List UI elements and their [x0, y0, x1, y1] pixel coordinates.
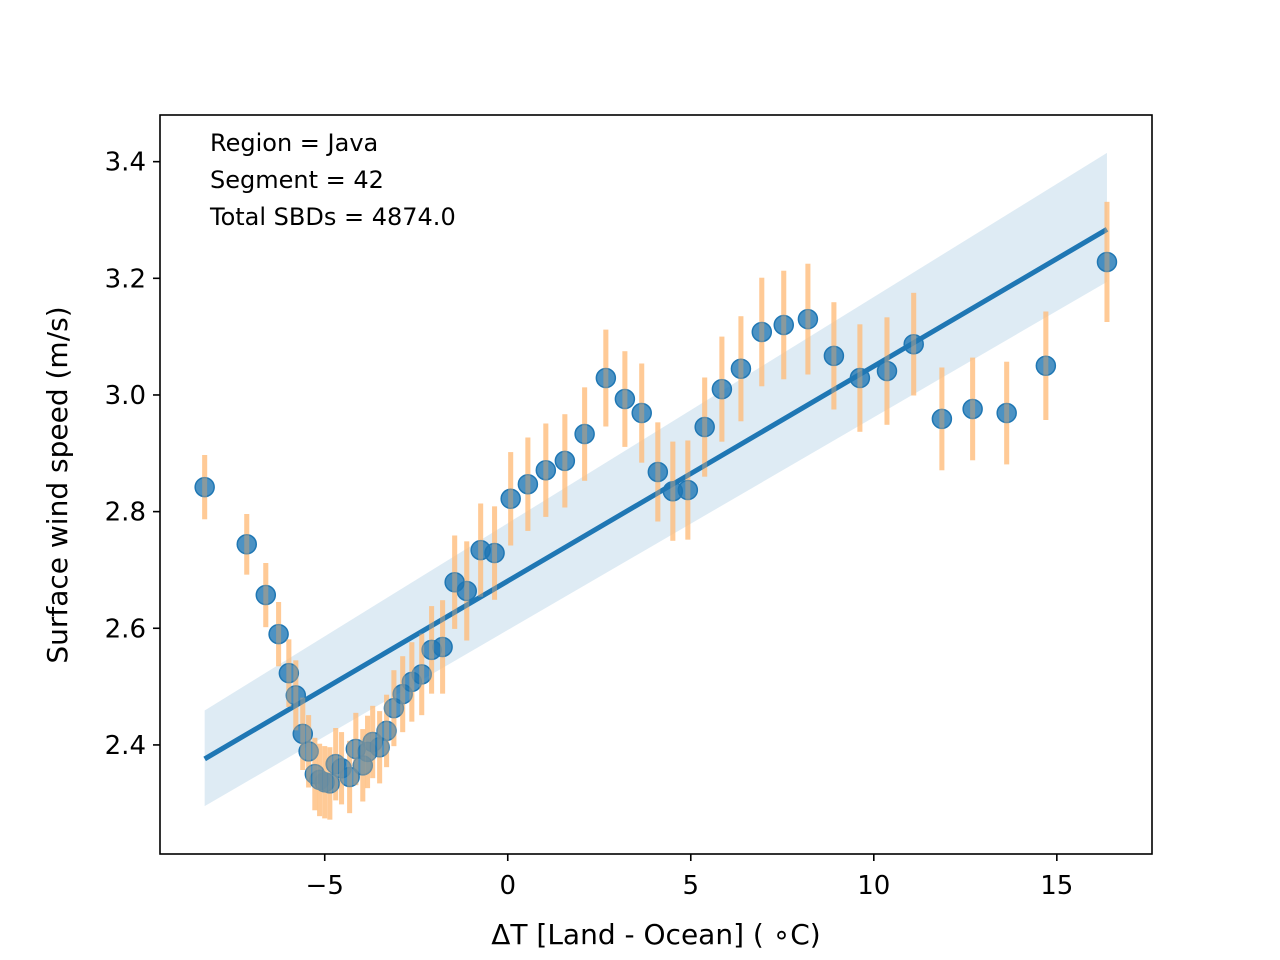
- data-point: [823, 345, 845, 367]
- data-point: [694, 416, 715, 438]
- x-axis-ticks: −5 0 5 10 15: [306, 854, 1073, 901]
- x-tick-label: 10: [857, 871, 890, 901]
- x-tick-label: 5: [683, 871, 700, 901]
- data-point: [298, 741, 319, 762]
- x-tick-label: 15: [1040, 871, 1073, 901]
- data-point: [711, 378, 733, 400]
- data-point: [797, 308, 819, 330]
- y-tick-label: 3.2: [105, 264, 146, 294]
- data-point: [876, 360, 898, 382]
- data-point: [903, 333, 924, 355]
- data-point: [500, 488, 521, 510]
- annotation-total-sbds: Total SBDs = 4874.0: [209, 203, 456, 231]
- data-point: [554, 450, 576, 472]
- x-tick-label: 0: [499, 871, 516, 901]
- y-axis-label: Surface wind speed (m/s): [41, 306, 74, 663]
- y-tick-label: 3.4: [105, 148, 146, 178]
- regression-line: [203, 227, 1109, 762]
- data-point: [751, 321, 773, 343]
- data-point: [319, 773, 341, 794]
- data-point: [484, 542, 505, 564]
- data-point: [339, 766, 360, 788]
- data-point: [456, 580, 478, 602]
- data-point: [194, 476, 215, 498]
- data-point: [268, 623, 289, 645]
- data-point: [535, 459, 557, 481]
- y-axis-ticks: 2.4 2.6 2.8 3.0 3.2 3.4: [105, 148, 160, 761]
- data-point: [517, 473, 539, 495]
- y-tick-label: 2.8: [105, 498, 146, 528]
- data-point: [773, 314, 795, 336]
- data-point: [411, 664, 432, 685]
- points-layer: [194, 201, 1118, 820]
- data-point: [730, 358, 752, 379]
- data-point: [962, 398, 983, 420]
- y-tick-label: 2.4: [105, 731, 146, 761]
- y-tick-label: 2.6: [105, 614, 146, 644]
- annotation-segment: Segment = 42: [210, 166, 384, 194]
- data-point: [996, 402, 1017, 424]
- data-point: [631, 402, 652, 424]
- data-point: [255, 584, 277, 606]
- data-point: [432, 636, 453, 658]
- fit-line-layer: [203, 227, 1109, 762]
- y-tick-label: 3.0: [105, 381, 146, 411]
- annotation-region: Region = Java: [210, 129, 378, 157]
- x-axis-label: ΔT [Land - Ocean] ( ∘C): [491, 918, 820, 951]
- data-point: [677, 479, 699, 501]
- data-point: [236, 534, 258, 555]
- x-tick-label: −5: [306, 871, 344, 901]
- data-point: [1035, 355, 1057, 377]
- data-point: [595, 367, 617, 389]
- data-point: [1096, 251, 1118, 273]
- data-point: [376, 720, 397, 742]
- data-point: [931, 408, 953, 430]
- data-point: [647, 461, 669, 483]
- data-point: [278, 662, 300, 684]
- data-point: [574, 423, 595, 445]
- data-point: [849, 367, 871, 389]
- data-point: [614, 388, 636, 410]
- axes-frame: [159, 114, 1153, 855]
- data-point: [285, 685, 307, 706]
